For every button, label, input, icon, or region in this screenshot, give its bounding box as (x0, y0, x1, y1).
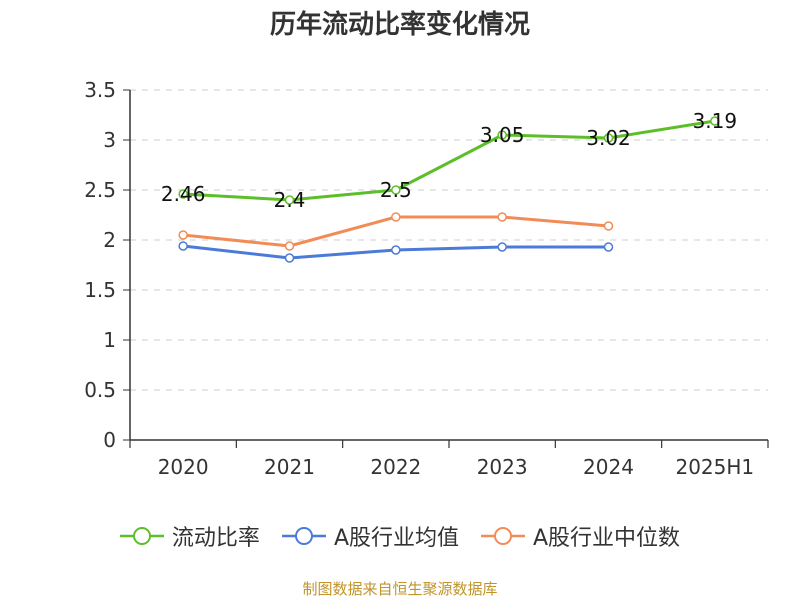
data-point (497, 242, 507, 252)
data-point (391, 245, 401, 255)
legend: 流动比率 A股行业均值 A股行业中位数 (0, 520, 800, 552)
grid-lines (130, 89, 768, 391)
y-tick-label: 3 (103, 128, 116, 152)
data-point (497, 212, 507, 222)
data-labels: 2.46 2.4 2.5 3.05 3.02 3.19 (161, 109, 737, 212)
y-tick-label: 3.5 (84, 78, 116, 102)
data-point (391, 212, 401, 222)
data-point (391, 185, 401, 195)
legend-label: A股行业中位数 (533, 526, 681, 551)
legend-label: 流动比率 (171, 526, 260, 551)
y-tick-label: 0.5 (84, 378, 116, 402)
chart-title: 历年流动比率变化情况 (269, 10, 530, 40)
source-note: 制图数据来自恒生聚源数据库 (302, 580, 498, 598)
x-tick-label: 2023 (477, 455, 528, 479)
data-label: 3.19 (693, 109, 738, 133)
data-point (284, 253, 295, 263)
x-tick-label: 2024 (583, 455, 634, 479)
data-label: 3.05 (480, 123, 525, 147)
legend-item[interactable]: 流动比率 (119, 520, 260, 552)
data-point (603, 242, 614, 252)
data-point (178, 189, 188, 199)
data-point (284, 241, 295, 251)
series-lines (178, 116, 720, 263)
data-label: 2.46 (161, 182, 206, 206)
y-tick-label: 2 (103, 228, 116, 252)
data-point (178, 241, 188, 251)
x-tick-label: 2022 (370, 455, 421, 479)
legend-swatch-icon (481, 527, 525, 545)
data-point (284, 195, 295, 205)
data-point (603, 221, 614, 231)
legend-item[interactable]: A股行业中位数 (481, 520, 680, 552)
x-tick-label: 2021 (264, 455, 315, 479)
legend-swatch-icon (119, 527, 164, 545)
data-point (603, 133, 614, 143)
x-tick-label: 2020 (158, 455, 209, 479)
legend-swatch-icon (281, 527, 326, 545)
legend-label: A股行业均值 (333, 526, 459, 551)
data-point (178, 230, 188, 240)
data-label: 3.02 (586, 126, 631, 150)
data-label: 2.4 (274, 188, 306, 212)
y-tick-label: 1.5 (84, 278, 116, 302)
y-tick-label: 0 (103, 428, 116, 452)
data-label: 2.5 (380, 178, 412, 202)
data-point (497, 130, 507, 140)
data-point (710, 116, 720, 126)
series-line (181, 119, 717, 202)
legend-item[interactable]: A股行业均值 (281, 520, 459, 552)
axes: 0 0.5 1 1.5 2 2.5 3 3.5 2020 2021 2022 2023 2024 2025… (84, 78, 769, 479)
x-tick-label: 2025H1 (675, 455, 754, 479)
y-tick-label: 1 (103, 328, 116, 352)
y-tick-label: 2.5 (84, 178, 116, 202)
